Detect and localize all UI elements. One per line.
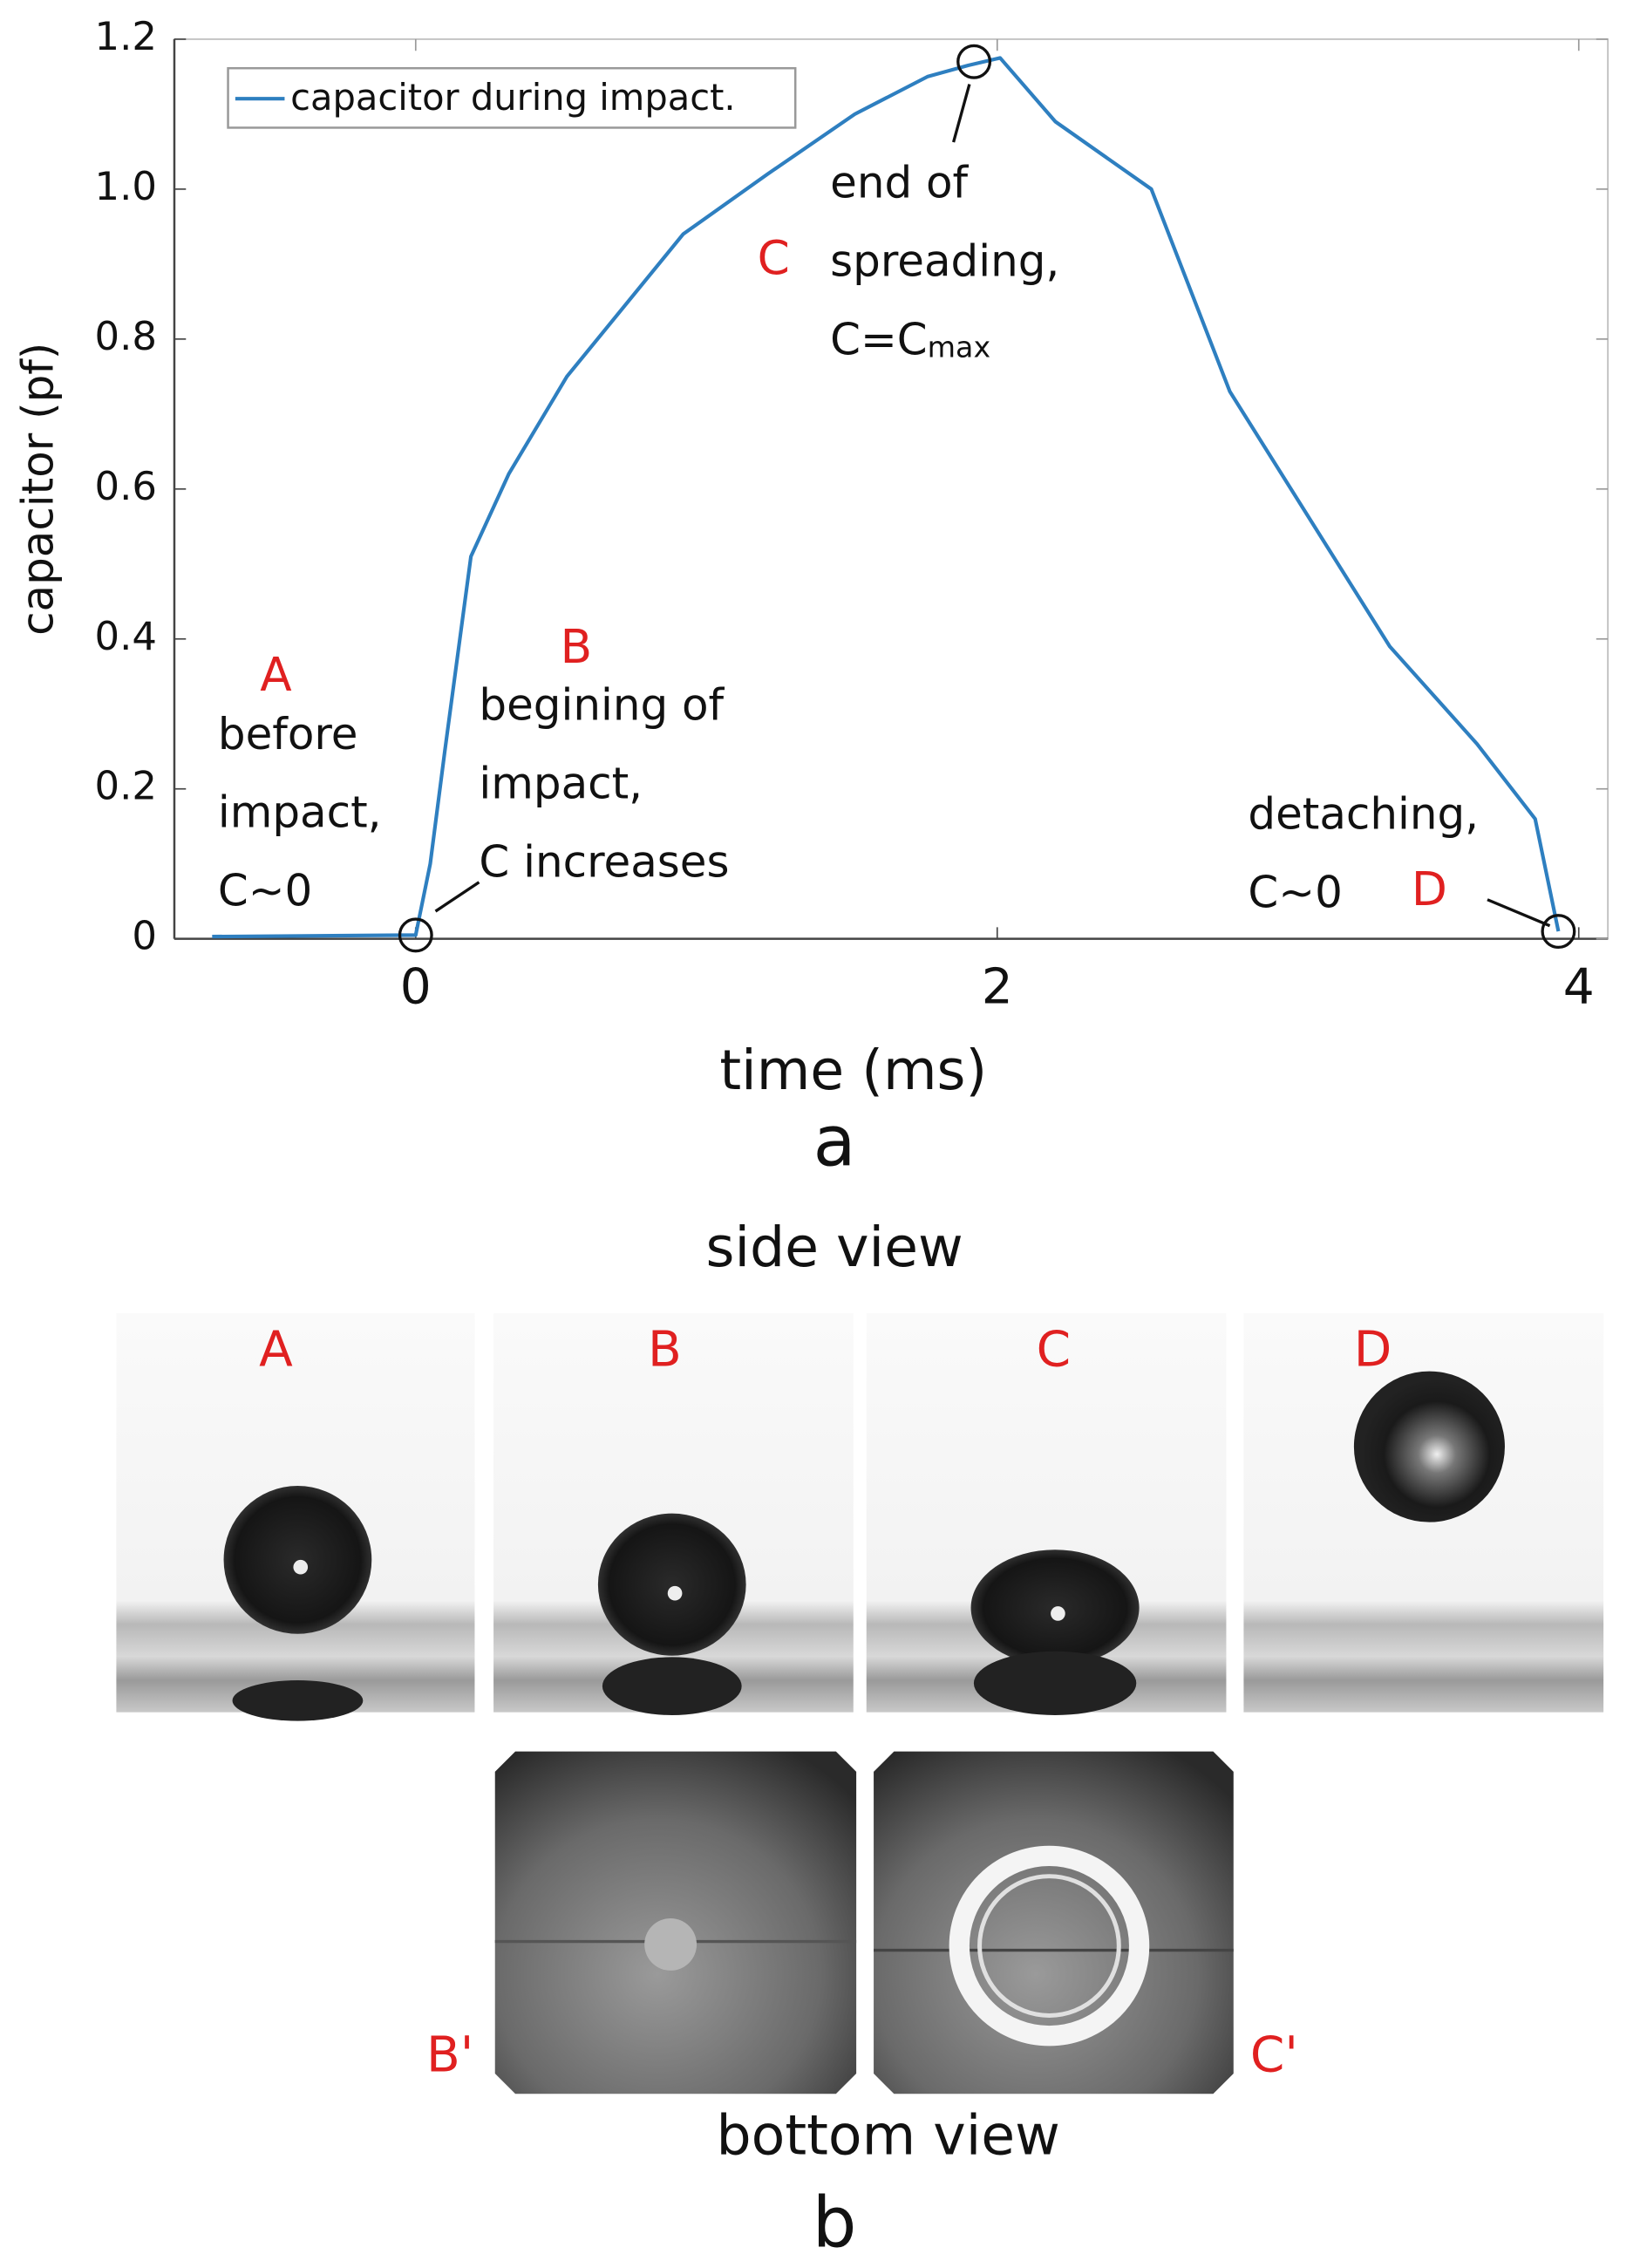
annotation-letter: D	[1412, 862, 1447, 916]
panel-label: b	[813, 2182, 857, 2263]
contact-area	[644, 1917, 698, 1971]
bottom-view-title: bottom view	[717, 2102, 1060, 2167]
leader-line	[1487, 898, 1551, 928]
x-axis-title: time (ms)	[719, 1038, 987, 1102]
annotation-text: before	[218, 709, 358, 759]
annotation-text: C increases	[479, 836, 729, 887]
annotation-text: impact,	[218, 787, 382, 838]
y-tick-label: 0.2	[95, 763, 157, 809]
annotation-text: impact,	[479, 758, 643, 808]
y-axis-title: capacitor (pf)	[12, 343, 63, 636]
annotation-text: C~0	[1248, 867, 1342, 917]
panel-label: a	[813, 1101, 856, 1182]
frame-label: B'	[426, 2026, 473, 2083]
contact-ring-inner	[977, 1874, 1121, 2018]
frame-label: D	[1354, 1321, 1392, 1379]
reflection	[602, 1657, 742, 1715]
highlight	[1051, 1606, 1065, 1621]
highlight	[293, 1559, 309, 1575]
photo-c-prime	[874, 1751, 1234, 2094]
annotation-text: begining of	[479, 680, 725, 731]
droplet	[223, 1486, 372, 1634]
annotation-text: end of	[830, 158, 969, 208]
bottom-view-photos	[494, 1751, 1234, 2094]
y-tick-label: 0.8	[95, 313, 157, 359]
annotation-letter: C	[758, 231, 790, 285]
contact-ring	[949, 1845, 1150, 2047]
y-tick-label: 1.2	[95, 13, 157, 59]
y-tick-label: 0.6	[95, 463, 157, 509]
formula-subscript: max	[928, 330, 990, 364]
leader-line	[951, 84, 971, 143]
event-marker	[1541, 914, 1576, 950]
annotation-formula: C=Cmax	[830, 314, 990, 364]
annotation-text: C~0	[218, 866, 312, 916]
event-marker	[956, 44, 992, 79]
reflection	[973, 1651, 1137, 1715]
annotation-text: spreading,	[830, 235, 1059, 286]
frame-label: A	[259, 1321, 293, 1379]
frame-label: C'	[1250, 2026, 1298, 2083]
reflection	[232, 1680, 364, 1721]
annotation-letter: B	[561, 620, 593, 674]
y-tick-label: 1.0	[95, 163, 157, 209]
frame-label: B	[648, 1321, 682, 1379]
side-view-title: side view	[706, 1215, 963, 1279]
frame-label: C	[1037, 1321, 1072, 1379]
leader-line	[434, 881, 480, 913]
y-tick-label: 0	[132, 913, 157, 959]
formula-base: C=C	[830, 314, 928, 364]
x-tick-label: 2	[982, 958, 1013, 1016]
event-marker	[398, 917, 433, 953]
side-view-photos	[116, 1313, 1604, 1721]
x-tick-label: 4	[1563, 958, 1595, 1016]
legend-label: capacitor during impact.	[290, 76, 736, 119]
data-line	[212, 56, 1561, 939]
droplet	[597, 1513, 746, 1656]
x-tick-label: 0	[400, 958, 432, 1016]
y-tick-label: 0.4	[95, 613, 157, 659]
droplet	[1353, 1371, 1505, 1522]
legend-box	[227, 66, 797, 129]
annotation-text: detaching,	[1248, 788, 1479, 839]
annotation-letter: A	[260, 648, 291, 702]
highlight	[667, 1585, 683, 1601]
